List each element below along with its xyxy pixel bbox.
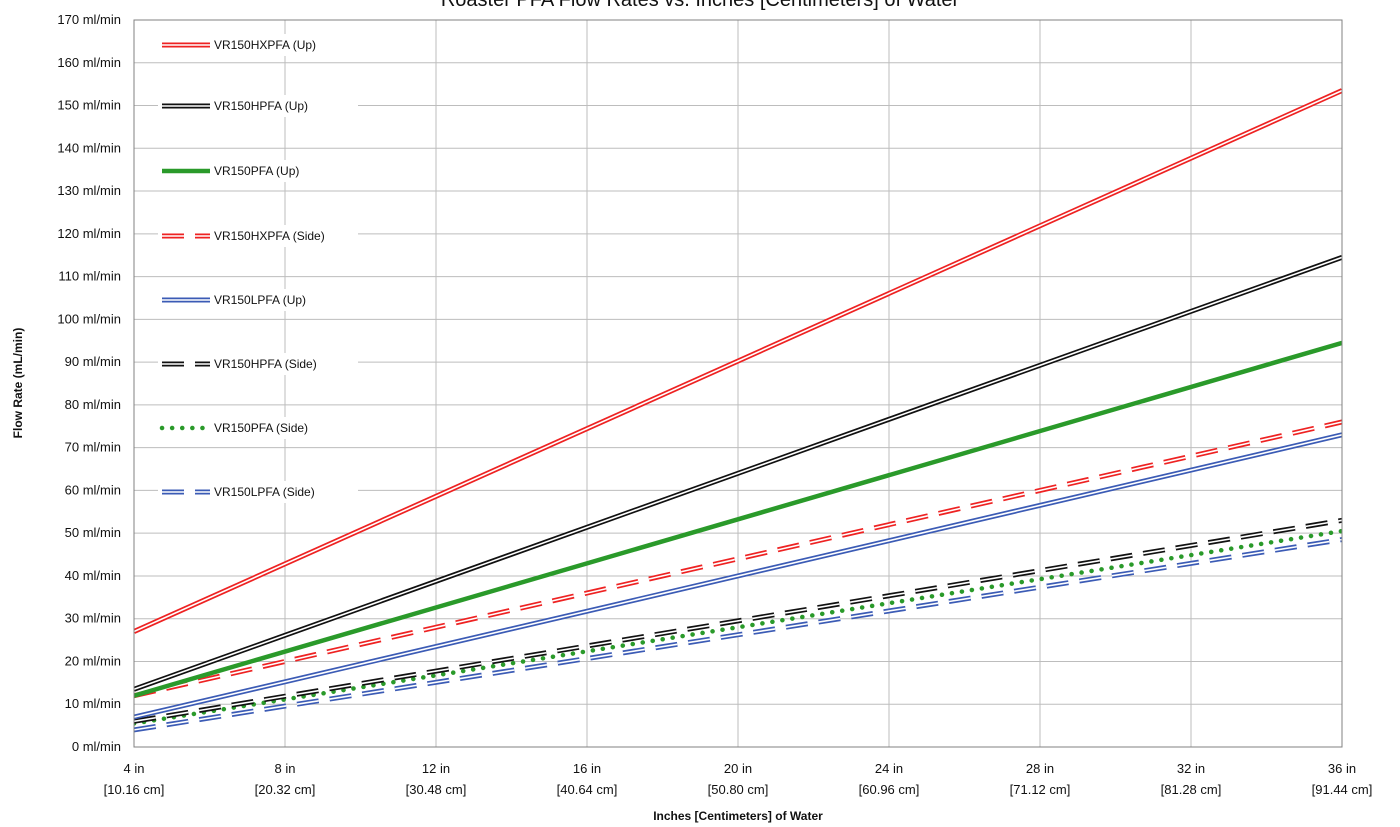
x-tick-sublabel: [91.44 cm]: [1312, 782, 1373, 797]
series-line: [134, 432, 1342, 720]
series-line-stroke: [134, 340, 1342, 698]
series-line: [134, 340, 1342, 698]
legend-label: VR150PFA (Up): [214, 164, 299, 178]
y-tick-label: 110 ml/min: [58, 269, 121, 284]
grid: [133, 19, 1343, 748]
x-tick-label: 4 in: [124, 761, 145, 776]
legend-label: VR150HPFA (Up): [214, 99, 308, 113]
y-tick-label: 120 ml/min: [57, 226, 121, 241]
legend-item-background: [158, 225, 358, 247]
series-line-inner: [134, 421, 1342, 697]
legend-item-background: [158, 34, 358, 56]
x-tick-sublabel: [10.16 cm]: [104, 782, 165, 797]
series-line-inner: [134, 538, 1342, 731]
legend-item: VR150HPFA (Side): [158, 353, 358, 375]
x-tick-sublabel: [50.80 cm]: [708, 782, 769, 797]
x-axis-ticks: 4 in [10.16 cm] 8 in [20.32 cm] 12 in [30.48 …: [104, 761, 1373, 797]
y-tick-label: 60 ml/min: [65, 482, 121, 497]
x-tick-sublabel: [20.32 cm]: [255, 782, 316, 797]
y-axis-ticks: 0 ml/min 10 ml/min 20 ml/min 30 ml/min 40 ml…: [57, 12, 121, 754]
chart-title: Roaster PFA Flow Rates vs. Inches [Centi…: [441, 0, 960, 11]
legend-label: VR150HXPFA (Up): [214, 38, 316, 52]
y-tick-label: 150 ml/min: [57, 98, 121, 113]
legend-item: VR150HXPFA (Up): [158, 34, 358, 56]
y-tick-label: 20 ml/min: [65, 653, 121, 668]
series-line-inner: [134, 434, 1342, 718]
y-tick-label: 70 ml/min: [65, 440, 121, 455]
y-tick-label: 0 ml/min: [72, 739, 121, 754]
y-tick-label: 50 ml/min: [65, 525, 121, 540]
plot-border: [133, 19, 1343, 748]
y-tick-label: 10 ml/min: [65, 696, 121, 711]
x-tick-label: 24 in: [875, 761, 903, 776]
legend-item-background: [158, 353, 358, 375]
series-line-stroke: [134, 528, 1342, 726]
y-tick-label: 140 ml/min: [57, 140, 121, 155]
legend-item: VR150LPFA (Side): [158, 481, 358, 503]
legend-item: VR150PFA (Side): [158, 417, 358, 439]
series-line: [134, 88, 1342, 634]
x-tick-label: 28 in: [1026, 761, 1054, 776]
x-tick-label: 36 in: [1328, 761, 1356, 776]
series-line: [134, 254, 1342, 692]
series-line: [134, 537, 1342, 733]
legend-item: VR150PFA (Up): [158, 160, 358, 182]
y-tick-label: 40 ml/min: [65, 568, 121, 583]
x-tick-sublabel: [40.64 cm]: [557, 782, 618, 797]
legend-item-background: [158, 417, 358, 439]
y-tick-label: 130 ml/min: [57, 183, 121, 198]
x-tick-label: 32 in: [1177, 761, 1205, 776]
series-line: [134, 528, 1342, 726]
legend-item: VR150HXPFA (Side): [158, 225, 358, 247]
legend-label: VR150PFA (Side): [214, 421, 308, 435]
y-tick-label: 160 ml/min: [57, 55, 121, 70]
legend-item-background: [158, 160, 358, 182]
legend-item: VR150LPFA (Up): [158, 289, 358, 311]
y-tick-label: 90 ml/min: [65, 354, 121, 369]
series-lines: [134, 88, 1342, 733]
legend: VR150HXPFA (Up) VR150HPFA (Up) VR150PFA (U…: [158, 34, 358, 503]
x-tick-sublabel: [81.28 cm]: [1161, 782, 1222, 797]
series-line: [134, 419, 1342, 699]
x-axis-title: Inches [Centimeters] of Water: [653, 809, 823, 823]
legend-item-background: [158, 289, 358, 311]
legend-item: VR150HPFA (Up): [158, 95, 358, 117]
legend-label: VR150HXPFA (Side): [214, 229, 325, 243]
y-tick-label: 170 ml/min: [57, 12, 121, 27]
series-line-inner: [134, 519, 1342, 723]
x-tick-label: 8 in: [275, 761, 296, 776]
x-tick-sublabel: [30.48 cm]: [406, 782, 467, 797]
y-axis-title: Flow Rate (mL/min): [11, 328, 25, 439]
series-line: [134, 517, 1342, 724]
legend-label: VR150LPFA (Side): [214, 485, 315, 499]
x-tick-label: 12 in: [422, 761, 450, 776]
legend-label: VR150LPFA (Up): [214, 293, 306, 307]
y-tick-label: 100 ml/min: [57, 311, 121, 326]
x-tick-sublabel: [71.12 cm]: [1010, 782, 1071, 797]
y-tick-label: 80 ml/min: [65, 397, 121, 412]
y-tick-label: 30 ml/min: [65, 611, 121, 626]
series-line-inner: [134, 89, 1342, 633]
x-tick-label: 20 in: [724, 761, 752, 776]
legend-item-background: [158, 481, 358, 503]
x-tick-label: 16 in: [573, 761, 601, 776]
legend-label: VR150HPFA (Side): [214, 357, 317, 371]
x-tick-sublabel: [60.96 cm]: [859, 782, 920, 797]
legend-item-background: [158, 95, 358, 117]
series-line-inner: [134, 256, 1342, 691]
